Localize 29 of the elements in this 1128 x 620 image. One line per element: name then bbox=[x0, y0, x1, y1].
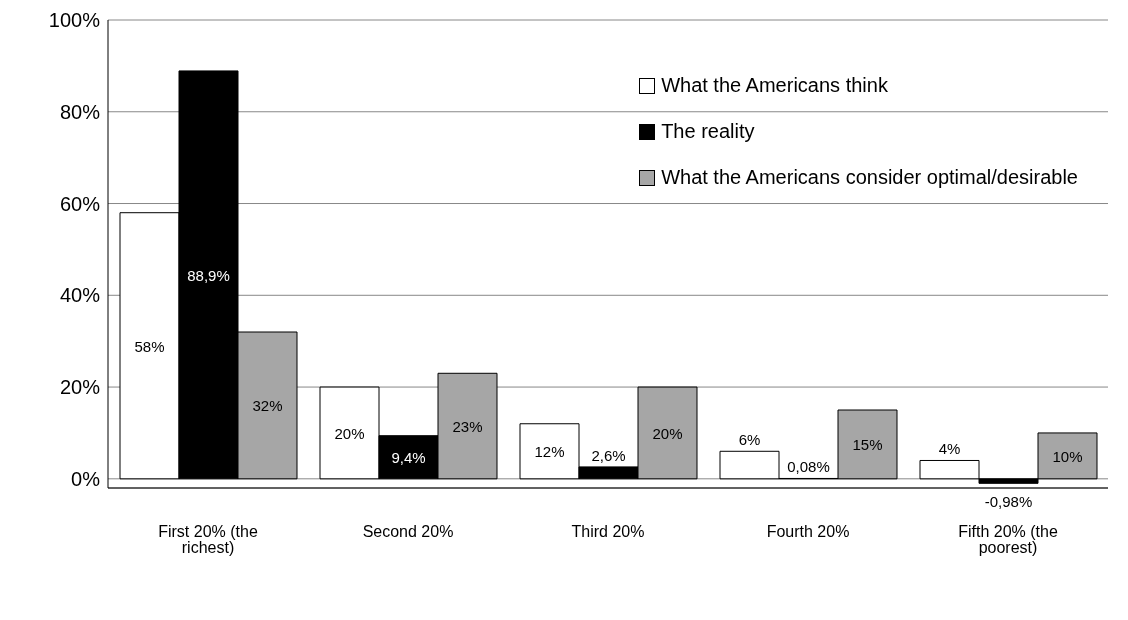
data-label: 10% bbox=[1052, 447, 1083, 465]
y-tick-label: 60% bbox=[59, 192, 101, 215]
data-label: 20% bbox=[652, 424, 683, 442]
data-label: 9,4% bbox=[391, 449, 426, 467]
legend-label: The reality bbox=[661, 120, 755, 143]
y-tick-label: 40% bbox=[59, 284, 101, 307]
data-label: 6% bbox=[738, 431, 761, 449]
x-tick-label: Fifth 20% (the poorest) bbox=[958, 523, 1058, 557]
legend-label: What the Americans consider optimal/desirable bbox=[661, 166, 1078, 189]
x-tick-label: Fourth 20% bbox=[766, 523, 850, 541]
x-tick-label: Second 20% bbox=[362, 523, 454, 541]
data-label: 12% bbox=[534, 443, 565, 461]
data-label: 15% bbox=[852, 436, 883, 454]
y-tick-label: 0% bbox=[71, 467, 101, 490]
data-label: 58% bbox=[134, 337, 165, 355]
data-label: 23% bbox=[452, 418, 483, 436]
data-label: 20% bbox=[334, 424, 365, 442]
data-label: 88,9% bbox=[187, 266, 230, 284]
data-label: 0,08% bbox=[787, 458, 830, 476]
legend-label: What the Americans think bbox=[661, 74, 888, 97]
y-tick-label: 100% bbox=[48, 9, 101, 32]
data-label: 4% bbox=[938, 440, 961, 458]
data-label: 32% bbox=[252, 397, 283, 415]
x-tick-label: Third 20% bbox=[571, 523, 645, 541]
y-tick-label: 20% bbox=[59, 376, 101, 399]
y-tick-label: 80% bbox=[59, 100, 101, 123]
data-label: -0,98% bbox=[984, 493, 1033, 511]
x-tick-label: First 20% (the richest) bbox=[158, 523, 258, 557]
data-label: 2,6% bbox=[591, 446, 626, 464]
